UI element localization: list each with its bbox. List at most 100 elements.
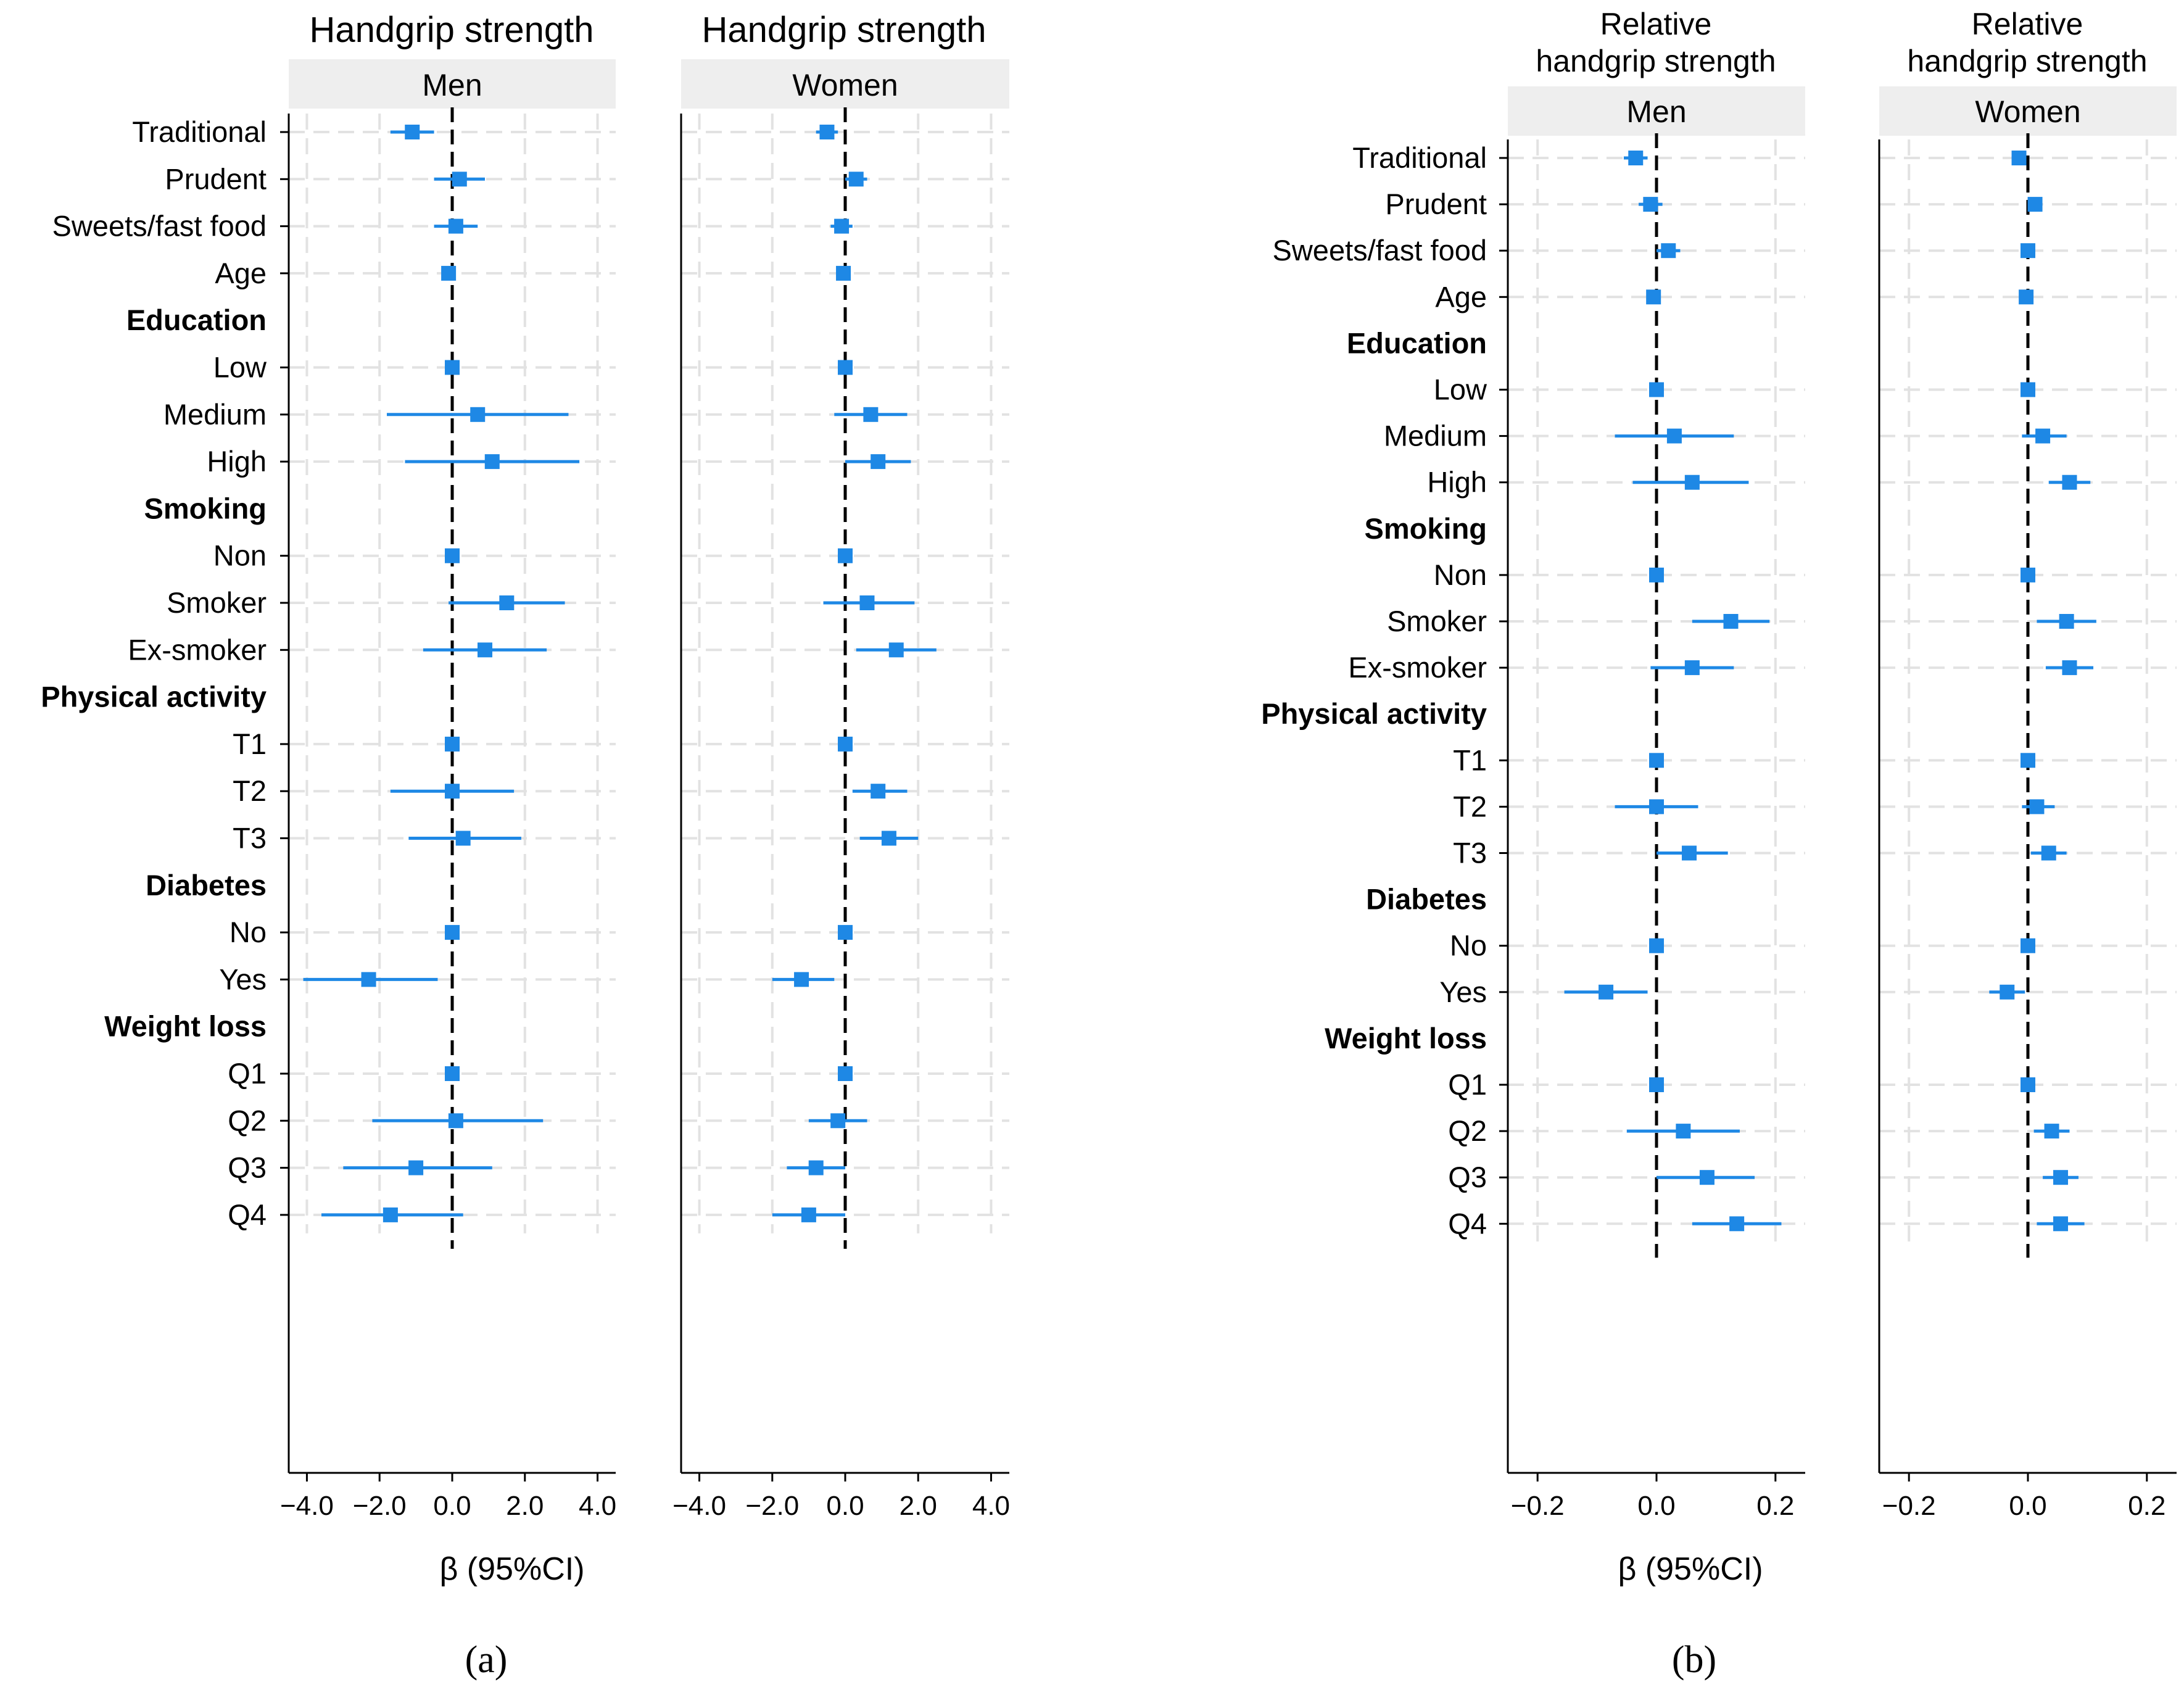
forest-plot-b-women: −0.2 0.0 0.2: [1878, 133, 2177, 1521]
estimate-marker: [445, 784, 460, 799]
strip-background: [1879, 86, 2177, 136]
strip-b-women: Women: [1879, 86, 2177, 136]
row-label: Sweets/fast food: [1273, 234, 1487, 267]
estimate-marker: [838, 548, 853, 563]
row-group-header: Smoking: [144, 492, 267, 524]
estimate-marker: [2021, 1077, 2035, 1092]
strip-background: [681, 59, 1009, 109]
row-group-header: Education: [1347, 326, 1487, 359]
row-label: High: [1427, 466, 1487, 499]
row-group-header: Smoking: [1365, 512, 1487, 545]
estimate-marker: [1628, 151, 1644, 165]
estimate-marker: [448, 218, 463, 234]
estimate-marker: [478, 642, 492, 658]
estimate-marker: [383, 1207, 398, 1222]
row-label: Non: [213, 539, 267, 572]
estimate-marker: [838, 1066, 853, 1081]
row-label: Smoker: [1387, 605, 1487, 637]
estimate-marker: [1676, 1124, 1691, 1139]
panel-a-men-title: Handgrip strength: [309, 10, 594, 50]
panel-b-women-title-line1: Relative: [1972, 7, 2083, 41]
estimate-marker: [2021, 753, 2035, 768]
panel-b-men-title-line1: Relative: [1600, 7, 1712, 41]
x-tick-label: −2.0: [745, 1491, 799, 1521]
estimate-marker: [808, 1160, 824, 1175]
row-label: Medium: [163, 398, 267, 431]
estimate-marker: [448, 1113, 463, 1129]
sublabel-b: (b): [1672, 1639, 1716, 1681]
x-tick-label: 4.0: [579, 1491, 616, 1521]
strip-background: [289, 59, 616, 109]
estimate-marker: [2027, 197, 2043, 212]
row-label: Q2: [1448, 1114, 1487, 1147]
estimate-marker: [2044, 1124, 2059, 1139]
x-tick-label: 2.0: [900, 1491, 937, 1521]
estimate-marker: [1723, 614, 1739, 629]
estimate-marker: [848, 172, 864, 187]
estimate-marker: [1729, 1216, 1745, 1232]
estimate-marker: [1684, 660, 1700, 676]
estimate-marker: [2059, 614, 2074, 629]
x-tick-label: 0.0: [2009, 1491, 2046, 1521]
row-group-header: Physical activity: [1261, 697, 1487, 730]
estimate-marker: [445, 925, 460, 940]
estimate-marker: [859, 595, 875, 610]
estimate-marker: [455, 831, 471, 846]
estimate-marker: [2021, 567, 2035, 582]
row-label: T2: [233, 774, 267, 807]
estimate-marker: [830, 1113, 846, 1129]
row-label: Q4: [1448, 1207, 1487, 1240]
estimate-marker: [470, 407, 486, 422]
row-label: Q1: [228, 1057, 267, 1090]
x-tick-label: −4.0: [280, 1491, 334, 1521]
estimate-marker: [1649, 567, 1664, 582]
row-label: Age: [1435, 280, 1487, 313]
estimate-marker: [2053, 1216, 2069, 1232]
estimate-marker: [1646, 289, 1661, 305]
strip-background: [1508, 86, 1805, 136]
estimate-marker: [2021, 382, 2035, 397]
estimate-marker: [871, 454, 886, 470]
strip-a-women: Women: [681, 59, 1009, 109]
estimate-marker: [836, 265, 851, 281]
row-label: T2: [1453, 790, 1487, 823]
estimate-marker: [819, 125, 835, 139]
row-label: Q2: [228, 1104, 267, 1137]
estimate-marker: [2035, 428, 2051, 444]
estimate-marker: [838, 925, 853, 940]
row-label: T3: [1453, 837, 1487, 869]
estimate-marker: [2041, 845, 2056, 861]
x-tick-label: −2.0: [353, 1491, 407, 1521]
row-label: T1: [233, 727, 267, 760]
row-group-header: Weight loss: [104, 1010, 267, 1043]
x-tick-label: −0.2: [1882, 1491, 1936, 1521]
estimate-marker: [2021, 243, 2035, 259]
estimate-marker: [1649, 1077, 1664, 1092]
x-tick-label: 0.0: [1637, 1491, 1675, 1521]
row-label: Low: [213, 351, 267, 384]
panel-b-men-title-line2: handgrip strength: [1536, 44, 1776, 78]
row-group-header: Diabetes: [146, 869, 267, 901]
row-label: Q4: [228, 1198, 267, 1231]
strip-label-men: Men: [1626, 94, 1686, 129]
panel-a-women-title: Handgrip strength: [701, 10, 986, 50]
estimate-marker: [445, 736, 460, 752]
forest-plot-a-men: −4.0 −2.0 0.0 2.0 4.0 Traditional Prudent Sweet…: [41, 107, 616, 1521]
row-label: Smoker: [167, 586, 267, 619]
row-label: Q3: [1448, 1161, 1487, 1193]
row-group-header: Diabetes: [1366, 883, 1487, 916]
estimate-marker: [1649, 938, 1664, 953]
row-label: Q3: [228, 1151, 267, 1184]
estimate-marker: [484, 454, 500, 470]
panel-b-women-title-line2: handgrip strength: [1907, 44, 2147, 78]
estimate-marker: [863, 407, 879, 422]
x-tick-label: 0.2: [2128, 1491, 2165, 1521]
estimate-marker: [1599, 984, 1614, 1000]
row-label: Age: [215, 257, 267, 289]
x-tick-label: 0.0: [433, 1491, 471, 1521]
estimate-marker: [794, 972, 809, 987]
row-label: T1: [1453, 744, 1487, 776]
estimate-marker: [1649, 382, 1664, 397]
